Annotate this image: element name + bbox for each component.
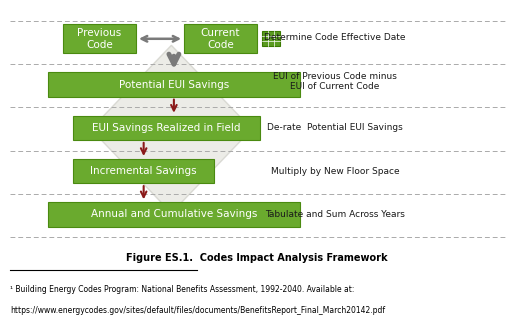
FancyBboxPatch shape xyxy=(184,24,257,53)
Text: Annual and Cumulative Savings: Annual and Cumulative Savings xyxy=(90,209,257,219)
Text: Tabulate and Sum Across Years: Tabulate and Sum Across Years xyxy=(265,210,405,219)
Text: EUI of Previous Code minus
EUI of Current Code: EUI of Previous Code minus EUI of Curren… xyxy=(273,72,397,92)
FancyBboxPatch shape xyxy=(48,202,300,226)
Text: Multiply by New Floor Space: Multiply by New Floor Space xyxy=(271,167,399,176)
Text: Previous
Code: Previous Code xyxy=(78,28,122,49)
FancyBboxPatch shape xyxy=(262,31,280,46)
FancyBboxPatch shape xyxy=(73,159,214,183)
Text: Figure ES.1.  Codes Impact Analysis Framework: Figure ES.1. Codes Impact Analysis Frame… xyxy=(126,253,388,263)
Polygon shape xyxy=(91,45,252,213)
Text: ¹ Building Energy Codes Program: National Benefits Assessment, 1992-2040. Availa: ¹ Building Energy Codes Program: Nationa… xyxy=(10,285,355,294)
FancyBboxPatch shape xyxy=(63,24,136,53)
Text: Determine Code Effective Date: Determine Code Effective Date xyxy=(264,33,406,42)
FancyBboxPatch shape xyxy=(48,72,300,97)
Text: Incremental Savings: Incremental Savings xyxy=(90,166,197,176)
FancyBboxPatch shape xyxy=(73,116,260,140)
Text: Current
Code: Current Code xyxy=(201,28,240,49)
Text: EUI Savings Realized in Field: EUI Savings Realized in Field xyxy=(92,123,241,133)
Text: https://www.energycodes.gov/sites/default/files/documents/BenefitsReport_Final_M: https://www.energycodes.gov/sites/defaul… xyxy=(10,306,385,315)
Text: De-rate  Potential EUI Savings: De-rate Potential EUI Savings xyxy=(267,123,403,132)
Text: Potential EUI Savings: Potential EUI Savings xyxy=(119,79,229,90)
